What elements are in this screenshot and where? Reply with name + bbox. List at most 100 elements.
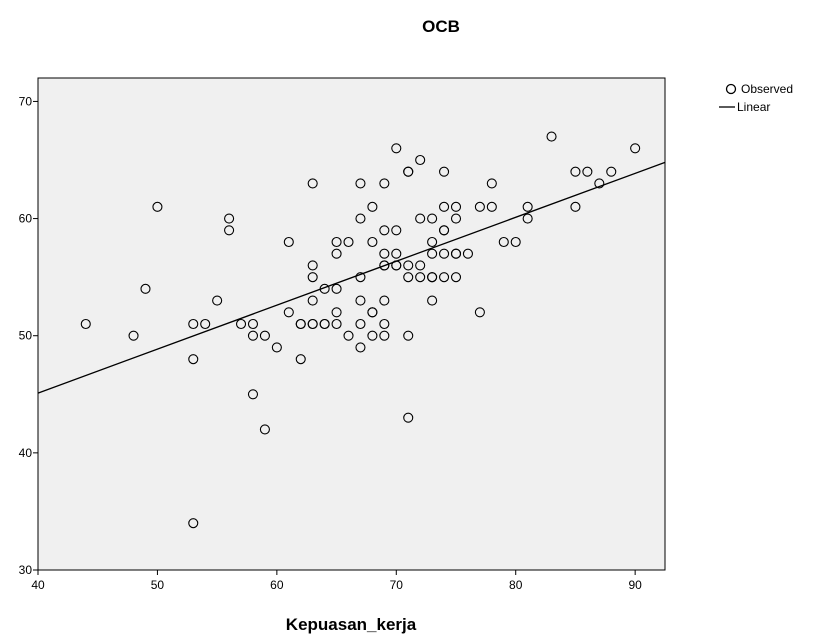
data-point: [188, 318, 199, 330]
data-point: [391, 260, 402, 271]
plot-area: [37, 77, 666, 571]
x-tick-label: 80: [509, 578, 523, 592]
data-point: [80, 318, 91, 330]
data-point: [462, 248, 473, 259]
chart-title: OCB: [422, 17, 460, 36]
data-point: [319, 318, 330, 330]
legend-observed-label: Observed: [741, 82, 793, 96]
data-point: [379, 330, 390, 341]
fit-line-layer: [37, 161, 666, 394]
data-point: [355, 178, 366, 189]
x-axis-label: Kepuasan_kerja: [286, 615, 417, 634]
data-point: [570, 201, 581, 212]
data-point: [450, 201, 462, 212]
data-point: [259, 330, 270, 341]
data-point: [367, 307, 378, 318]
y-tick-label: 50: [19, 329, 33, 343]
data-point: [331, 248, 342, 259]
data-point: [367, 201, 378, 212]
data-point: [522, 201, 533, 212]
data-point: [307, 260, 318, 271]
data-point: [439, 166, 450, 177]
data-point: [355, 272, 366, 283]
legend: Observed Linear: [719, 82, 793, 114]
data-point: [379, 178, 390, 189]
data-point: [307, 178, 318, 189]
data-point: [403, 272, 414, 283]
data-point: [307, 272, 318, 283]
data-point: [415, 213, 426, 224]
data-point: [200, 318, 211, 330]
data-point: [259, 424, 270, 435]
data-point: [546, 131, 557, 142]
x-tick-label: 70: [390, 578, 404, 592]
data-point: [224, 225, 235, 236]
data-point: [343, 330, 354, 341]
data-point: [498, 236, 509, 248]
legend-observed-marker: [725, 83, 737, 95]
data-point: [331, 236, 342, 248]
x-axis: 40 50 60 70 80 90: [31, 570, 642, 592]
data-point: [331, 318, 342, 330]
y-tick-label: 40: [19, 446, 33, 460]
data-point: [367, 330, 378, 341]
data-point: [379, 225, 390, 236]
data-point: [439, 225, 450, 236]
data-point: [450, 213, 462, 224]
data-point: [415, 154, 426, 166]
data-point: [271, 342, 282, 353]
data-point: [439, 248, 450, 259]
data-point: [415, 260, 426, 271]
data-point: [331, 283, 342, 294]
data-point: [355, 318, 366, 330]
data-point: [391, 248, 402, 259]
data-point: [331, 307, 342, 318]
data-point: [212, 295, 223, 306]
data-point: [474, 307, 485, 318]
data-point: [439, 201, 450, 212]
data-point: [427, 213, 438, 224]
data-point: [403, 412, 414, 423]
data-point: [403, 330, 414, 341]
data-point: [403, 166, 414, 177]
data-point: [235, 318, 247, 330]
data-point: [247, 389, 259, 400]
data-point: [391, 225, 402, 236]
data-point: [295, 354, 306, 365]
y-tick-label: 60: [19, 212, 33, 226]
data-point: [630, 143, 641, 154]
data-point: [343, 236, 354, 248]
data-point: [606, 166, 617, 177]
data-point: [379, 295, 390, 306]
y-tick-label: 70: [19, 94, 33, 108]
data-point: [439, 272, 450, 283]
x-tick-label: 90: [628, 578, 642, 592]
data-point: [283, 236, 294, 248]
data-point: [283, 307, 294, 318]
data-point: [391, 143, 402, 154]
data-point: [128, 330, 139, 341]
data-point: [355, 295, 366, 306]
data-point: [379, 248, 390, 259]
data-point: [403, 260, 414, 271]
data-point: [582, 166, 593, 177]
data-point: [415, 272, 426, 283]
data-point: [188, 354, 199, 365]
data-point: [319, 283, 330, 294]
data-point: [474, 201, 485, 212]
x-tick-label: 40: [31, 578, 45, 592]
data-point: [355, 213, 366, 224]
data-point: [570, 166, 581, 177]
data-point: [307, 318, 318, 330]
data-point: [188, 518, 199, 529]
x-tick-label: 50: [151, 578, 165, 592]
data-point: [140, 283, 151, 294]
data-point: [367, 236, 378, 248]
data-point: [427, 295, 438, 306]
data-point: [307, 295, 318, 306]
data-point: [379, 260, 390, 271]
data-point: [247, 318, 259, 330]
data-point: [522, 213, 533, 224]
data-point: [355, 342, 366, 353]
data-point: [379, 318, 390, 330]
